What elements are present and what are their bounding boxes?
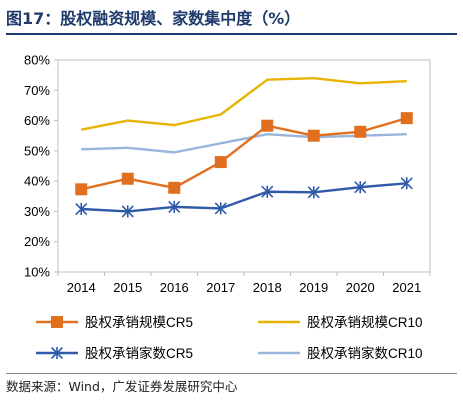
source-divider xyxy=(6,373,457,374)
y-tick-label: 70% xyxy=(24,83,50,98)
legend-label: 股权承销家数CR5 xyxy=(85,345,193,361)
data-point xyxy=(400,112,413,125)
data-point xyxy=(214,156,227,169)
data-point xyxy=(261,185,274,198)
legend-label: 股权承销规模CR5 xyxy=(85,314,193,330)
data-point xyxy=(121,205,134,218)
data-point xyxy=(261,119,274,132)
x-tick-label: 2020 xyxy=(346,280,375,295)
y-tick-label: 40% xyxy=(24,174,50,189)
data-point xyxy=(354,125,367,138)
x-tick-label: 2021 xyxy=(392,280,421,295)
data-point xyxy=(51,316,63,328)
data-point xyxy=(168,181,181,194)
data-point xyxy=(307,129,320,142)
data-point xyxy=(50,346,64,360)
series-line-2 xyxy=(81,76,407,131)
y-tick-label: 20% xyxy=(24,234,50,249)
data-point xyxy=(168,200,181,213)
figure-title: 图17：股权融资规模、家数集中度（%） xyxy=(6,9,301,28)
title-underline xyxy=(6,33,457,35)
series-line-1 xyxy=(80,116,408,191)
x-tick-label: 2014 xyxy=(67,280,96,295)
data-point xyxy=(75,202,88,216)
series-line-3 xyxy=(81,182,407,213)
y-tick-label: 80% xyxy=(24,53,50,68)
data-point xyxy=(400,177,413,190)
x-tick-label: 2015 xyxy=(113,280,142,295)
y-tick-label: 30% xyxy=(24,204,50,219)
x-tick-label: 2016 xyxy=(160,280,189,295)
plot-frame xyxy=(57,59,431,273)
x-tick-label: 2017 xyxy=(206,280,235,295)
series-line-4 xyxy=(81,132,407,154)
data-point xyxy=(214,202,227,215)
legend-label: 股权承销家数CR10 xyxy=(307,345,423,361)
source-note: 数据来源：Wind，广发证券发展研究中心 xyxy=(6,379,238,394)
data-point xyxy=(307,186,320,199)
y-tick-label: 10% xyxy=(24,265,50,280)
data-point xyxy=(121,172,134,185)
x-tick-label: 2019 xyxy=(299,280,328,295)
x-tick-label: 2018 xyxy=(253,280,282,295)
y-tick-label: 50% xyxy=(24,143,50,158)
legend-label: 股权承销规模CR10 xyxy=(307,314,423,330)
y-tick-label: 60% xyxy=(24,113,50,128)
data-point xyxy=(75,183,88,196)
data-point xyxy=(354,181,367,194)
